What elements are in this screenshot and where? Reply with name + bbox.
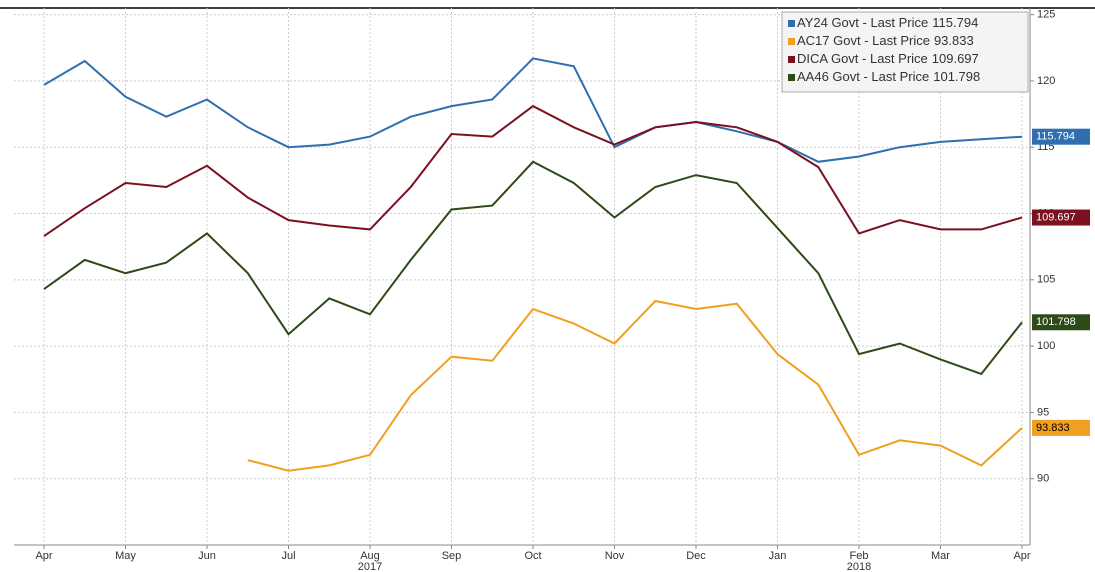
legend-swatch (788, 38, 795, 45)
legend-name: AY24 Govt - Last Price (797, 15, 928, 30)
series-line (43, 160, 1023, 376)
last-price-box (1032, 419, 1090, 436)
legend-name: AC17 Govt - Last Price (797, 33, 930, 48)
series-line (43, 57, 1023, 163)
x-tick-label: Jan (769, 550, 787, 562)
year-label: 2017 (358, 561, 382, 572)
x-tick-label: Oct (524, 550, 541, 562)
last-price-box (1032, 314, 1090, 331)
legend-value: 115.794 (932, 15, 978, 30)
legend-swatch (788, 56, 795, 63)
last-price-box (1032, 209, 1090, 226)
last-price-label: 101.798 (1036, 316, 1076, 328)
legend-name: AA46 Govt - Last Price (797, 69, 929, 84)
legend-text: DICA Govt - Last Price 109.697 (797, 51, 979, 66)
x-tick-label: Jun (198, 550, 216, 562)
x-tick-label: Aug (360, 550, 380, 562)
y-tick-label: 125 (1037, 9, 1055, 21)
last-price-label: 109.697 (1036, 211, 1076, 223)
x-tick-label: Apr (1013, 550, 1030, 562)
legend-swatch (788, 74, 795, 81)
x-tick-label: Feb (850, 550, 869, 562)
y-tick-label: 120 (1037, 75, 1055, 87)
legend-text: AC17 Govt - Last Price 93.833 (797, 33, 974, 48)
year-label: 2018 (847, 561, 871, 572)
legend-swatch (788, 20, 795, 27)
series-line (43, 104, 1023, 237)
last-price-box (1032, 128, 1090, 145)
legend-value: 109.697 (932, 51, 979, 66)
y-tick-label: 95 (1037, 406, 1049, 418)
x-tick-label: Mar (931, 550, 950, 562)
x-tick-label: Nov (605, 550, 625, 562)
x-tick-label: May (115, 550, 136, 562)
last-price-label: 115.794 (1036, 131, 1075, 143)
y-tick-label: 90 (1037, 473, 1049, 485)
x-tick-label: Sep (442, 550, 462, 562)
last-price-label: 93.833 (1036, 422, 1070, 434)
x-tick-label: Dec (686, 550, 706, 562)
series-line (247, 299, 1023, 472)
y-tick-label: 100 (1037, 340, 1055, 352)
x-tick-label: Jul (281, 550, 295, 562)
legend-name: DICA Govt - Last Price (797, 51, 928, 66)
y-tick-label: 105 (1037, 274, 1055, 286)
legend-text: AA46 Govt - Last Price 101.798 (797, 69, 980, 84)
legend-value: 93.833 (934, 33, 974, 48)
legend-box (781, 11, 1029, 93)
legend-value: 101.798 (933, 69, 980, 84)
legend-text: AY24 Govt - Last Price 115.794 (797, 15, 978, 30)
x-tick-label: Apr (35, 550, 52, 562)
